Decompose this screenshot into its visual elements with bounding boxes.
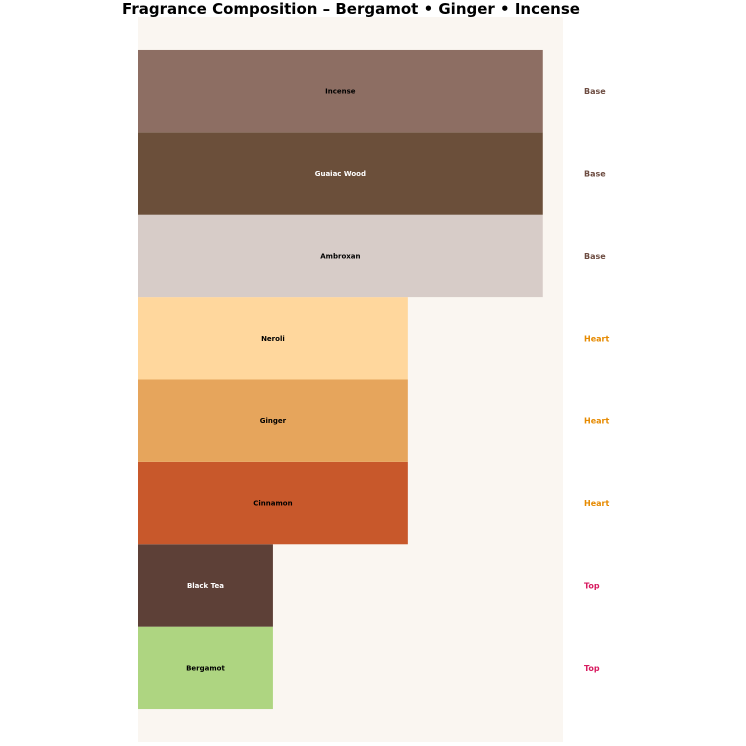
bar-cinnamon bbox=[138, 461, 408, 545]
tier-label: Top bbox=[584, 581, 600, 590]
bar-label: Black Tea bbox=[187, 582, 224, 590]
bar-label: Bergamot bbox=[186, 664, 225, 672]
bar-black-tea bbox=[138, 544, 273, 627]
tier-label: Top bbox=[584, 664, 600, 673]
tier-label: Base bbox=[584, 87, 606, 96]
bar-neroli bbox=[138, 297, 408, 380]
bar-label: Neroli bbox=[261, 335, 285, 343]
bar-label: Cinnamon bbox=[253, 500, 292, 508]
bar-bergamot bbox=[138, 626, 273, 710]
bar-label: Guaiac Wood bbox=[315, 170, 366, 178]
tier-label: Heart bbox=[584, 417, 609, 426]
chart-title: Fragrance Composition – Bergamot • Ginge… bbox=[122, 0, 580, 18]
tier-label: Heart bbox=[584, 334, 609, 343]
bar-ambroxan bbox=[138, 214, 543, 298]
tier-label: Base bbox=[584, 252, 606, 261]
bar-ginger bbox=[138, 379, 408, 462]
bar-label: Incense bbox=[325, 88, 356, 96]
bar-guaiac-wood bbox=[138, 132, 543, 215]
bar-incense bbox=[138, 49, 543, 133]
tier-label: Base bbox=[584, 170, 606, 179]
bar-label: Ginger bbox=[260, 417, 287, 425]
tier-label: Heart bbox=[584, 499, 609, 508]
bar-label: Ambroxan bbox=[320, 252, 360, 260]
